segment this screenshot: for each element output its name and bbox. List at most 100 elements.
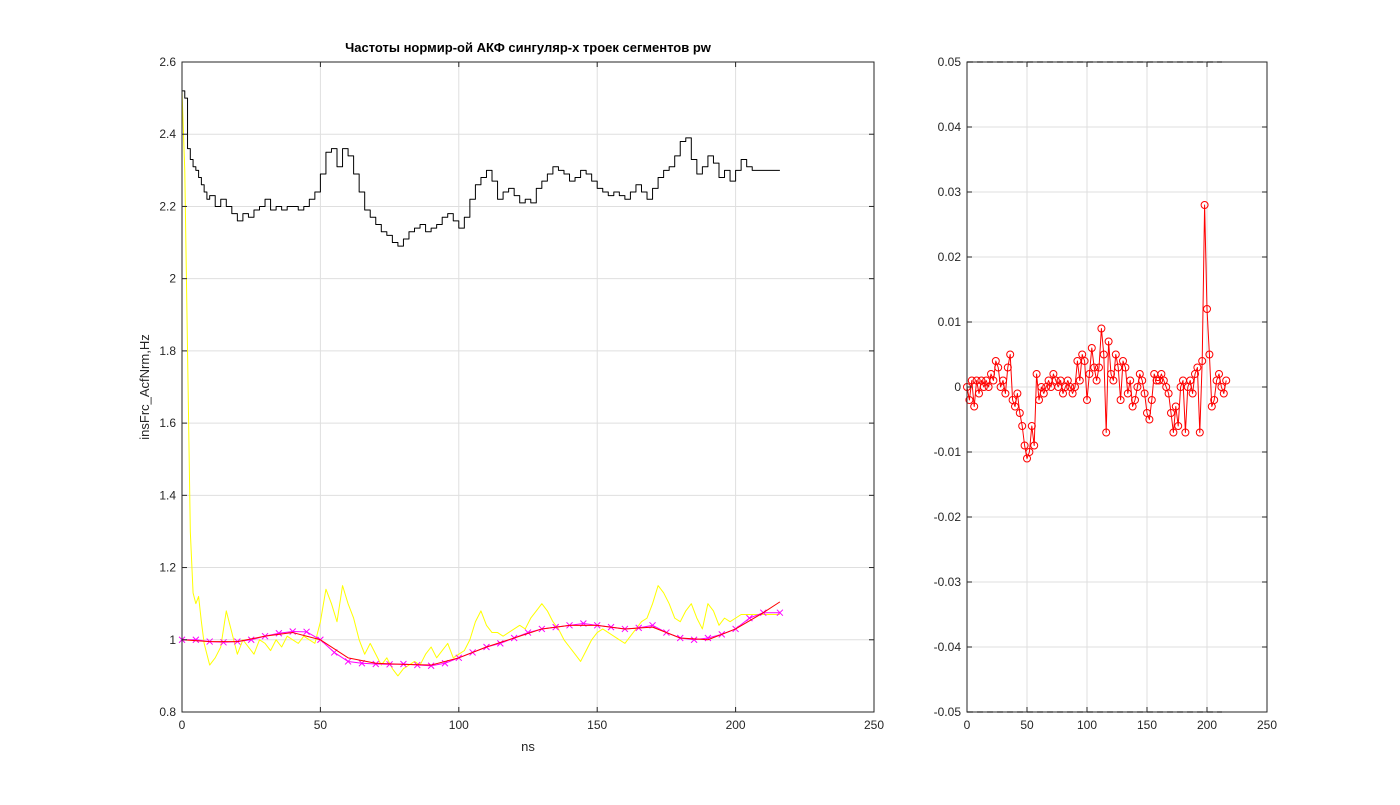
x-tick-label: 100: [449, 718, 469, 732]
series-point-0: [1032, 370, 1041, 378]
series-point-2: [427, 662, 435, 670]
series-point-0: [1006, 350, 1015, 359]
series-point-2: [247, 636, 255, 644]
series-point-0: [1097, 324, 1106, 333]
series-point-0: [1193, 363, 1202, 372]
series-point-0: [1195, 428, 1204, 437]
series-point-0: [1126, 376, 1135, 385]
series-point-0: [1210, 396, 1219, 404]
series-point-0: [1219, 389, 1228, 398]
series-point-0: [1027, 422, 1036, 430]
series-point-0: [1133, 383, 1142, 391]
series-point-0: [1186, 376, 1195, 385]
series-point-0: [972, 376, 981, 385]
y-tick-label: 1.8: [159, 344, 176, 358]
right-ticks: 0 50 100 150 200 250 -0.05 -0.04 -0.03 -0.02 -0.01…: [934, 55, 1278, 732]
series-point-0: [1025, 448, 1034, 456]
series-line-1: [181, 90, 780, 677]
left-chart-title: Частоты нормир-ой АКФ сингуляр-х троек с…: [345, 40, 712, 55]
series-point-0: [1090, 363, 1099, 372]
series-point-0: [1015, 409, 1024, 417]
left-x-axis-label: ns: [521, 739, 535, 754]
series-point-0: [1222, 376, 1231, 385]
series-point-0: [1087, 344, 1096, 352]
series-point-2: [344, 658, 352, 665]
y-tick-label: -0.03: [934, 575, 962, 589]
series-point-0: [1109, 376, 1118, 385]
series-point-0: [1147, 396, 1156, 404]
series-point-0: [967, 376, 976, 385]
series-point-0: [1188, 389, 1197, 398]
y-tick-label: 1.2: [159, 561, 176, 575]
series-point-2: [275, 629, 283, 637]
y-tick-label: -0.05: [934, 705, 962, 719]
y-tick-label: 2: [169, 272, 176, 286]
right-grid: [967, 62, 1267, 712]
series-line-3: [181, 601, 781, 666]
y-tick-label: 2.2: [159, 199, 176, 213]
series-point-0: [1164, 389, 1173, 398]
series-point-0: [1013, 389, 1022, 398]
y-tick-label: 0: [954, 380, 961, 394]
series-point-0: [970, 402, 979, 411]
y-tick-label: -0.02: [934, 510, 962, 524]
series-point-0: [1169, 428, 1178, 437]
series-point-0: [1085, 370, 1094, 378]
series-point-0: [999, 376, 1007, 385]
y-tick-label: 0.01: [938, 315, 962, 329]
series-point-0: [994, 363, 1003, 372]
y-tick-label: -0.04: [934, 640, 962, 654]
x-tick-label: 150: [587, 718, 607, 732]
left-ticks: 0 50 100 150 200 250 0.8 1 1.2 1.4 1.6 1.8 2 2.2 2.4 2.…: [159, 55, 884, 732]
series-point-0: [1099, 350, 1108, 359]
x-tick-label: 50: [1020, 718, 1034, 732]
series-point-2: [303, 628, 310, 636]
x-tick-label: 150: [1137, 718, 1157, 732]
series-point-0: [1018, 422, 1027, 430]
series-point-0: [1145, 415, 1154, 424]
x-tick-label: 100: [1077, 718, 1097, 732]
series-point-0: [1198, 357, 1207, 365]
series-point-2: [192, 636, 200, 644]
series-point-0: [1116, 396, 1125, 404]
series-point-0: [1200, 201, 1209, 209]
series-point-0: [1171, 402, 1180, 411]
series-point-0: [1080, 357, 1089, 365]
series-point-2: [372, 660, 380, 668]
x-tick-label: 250: [1257, 718, 1277, 732]
series-point-0: [1003, 363, 1012, 372]
series-point-2: [776, 609, 784, 617]
series-point-2: [220, 638, 227, 646]
x-tick-label: 200: [1197, 718, 1217, 732]
y-tick-label: 0.03: [938, 185, 962, 199]
series-point-0: [1215, 370, 1223, 378]
y-tick-label: 1.6: [159, 416, 176, 430]
series-point-0: [1102, 428, 1111, 437]
y-tick-label: 0.05: [938, 55, 962, 69]
series-point-0: [1104, 337, 1113, 346]
series-point-0: [989, 376, 998, 385]
left-axes-box: [181, 61, 875, 713]
series-point-2: [386, 660, 393, 668]
x-tick-label: 50: [314, 718, 328, 732]
series-point-0: [1083, 396, 1091, 404]
series-point-0: [1131, 396, 1139, 404]
series-point-0: [984, 383, 993, 391]
left-axes: 0 50 100 150 200 250 0.8 1 1.2 1.4 1.6 1.8 2 2.2 2.4 2.…: [137, 40, 884, 754]
x-tick-label: 0: [964, 718, 971, 732]
series-point-0: [1030, 441, 1039, 450]
left-grid: [182, 62, 874, 712]
series-point-0: [1174, 422, 1183, 430]
series-point-0: [1001, 389, 1010, 398]
left-y-axis-label: insFrc_AcfNrm,Hz: [137, 334, 152, 439]
series-point-0: [1092, 376, 1101, 385]
series-point-0: [965, 396, 974, 404]
y-tick-label: -0.01: [934, 445, 962, 459]
series-point-2: [690, 636, 698, 644]
series-point-0: [1020, 441, 1029, 450]
y-tick-label: 0.02: [938, 250, 962, 264]
series-point-0: [975, 389, 983, 398]
series-point-0: [1071, 383, 1079, 391]
